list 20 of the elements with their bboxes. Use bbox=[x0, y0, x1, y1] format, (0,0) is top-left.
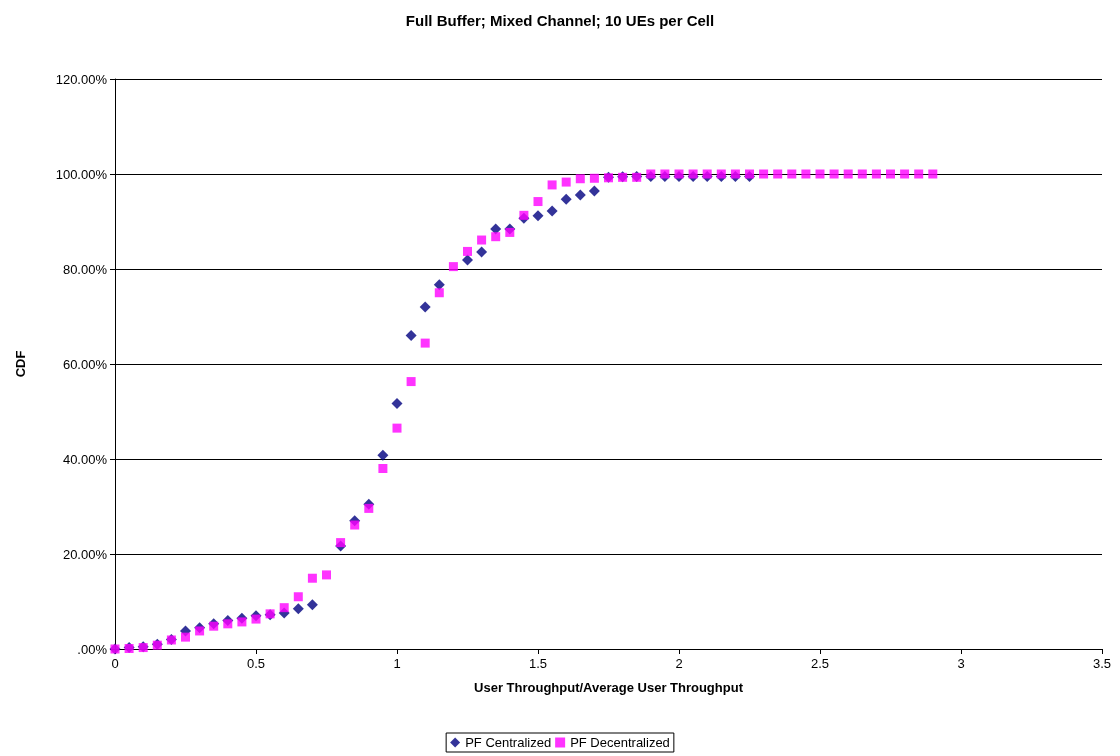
x-tick-label: 0 bbox=[111, 656, 119, 671]
x-tick-label: 2 bbox=[675, 656, 683, 671]
x-tick-label: 3 bbox=[957, 656, 965, 671]
legend-label: PF Centralized bbox=[465, 735, 552, 750]
x-tick-label: 1 bbox=[393, 656, 401, 671]
x-tick-label: 0.5 bbox=[246, 656, 266, 671]
y-axis-title: CDF bbox=[13, 350, 28, 378]
x-axis-title: User Throughput/Average User Throughput bbox=[474, 680, 744, 695]
legend-label: PF Decentralized bbox=[570, 735, 670, 750]
y-tick-label: .00% bbox=[77, 641, 108, 657]
y-tick-label: 80.00% bbox=[62, 261, 108, 277]
y-tick-label: 20.00% bbox=[62, 546, 108, 562]
chart-title: Full Buffer; Mixed Channel; 10 UEs per Cell bbox=[405, 12, 715, 29]
y-tick-label: 120.00% bbox=[55, 71, 108, 87]
y-tick-label: 40.00% bbox=[62, 451, 108, 467]
x-tick-label: 3.5 bbox=[1092, 656, 1112, 671]
y-tick-label: 100.00% bbox=[55, 166, 108, 182]
y-tick-label: 60.00% bbox=[62, 356, 108, 372]
x-tick-label: 1.5 bbox=[528, 656, 548, 671]
x-tick-label: 2.5 bbox=[810, 656, 830, 671]
